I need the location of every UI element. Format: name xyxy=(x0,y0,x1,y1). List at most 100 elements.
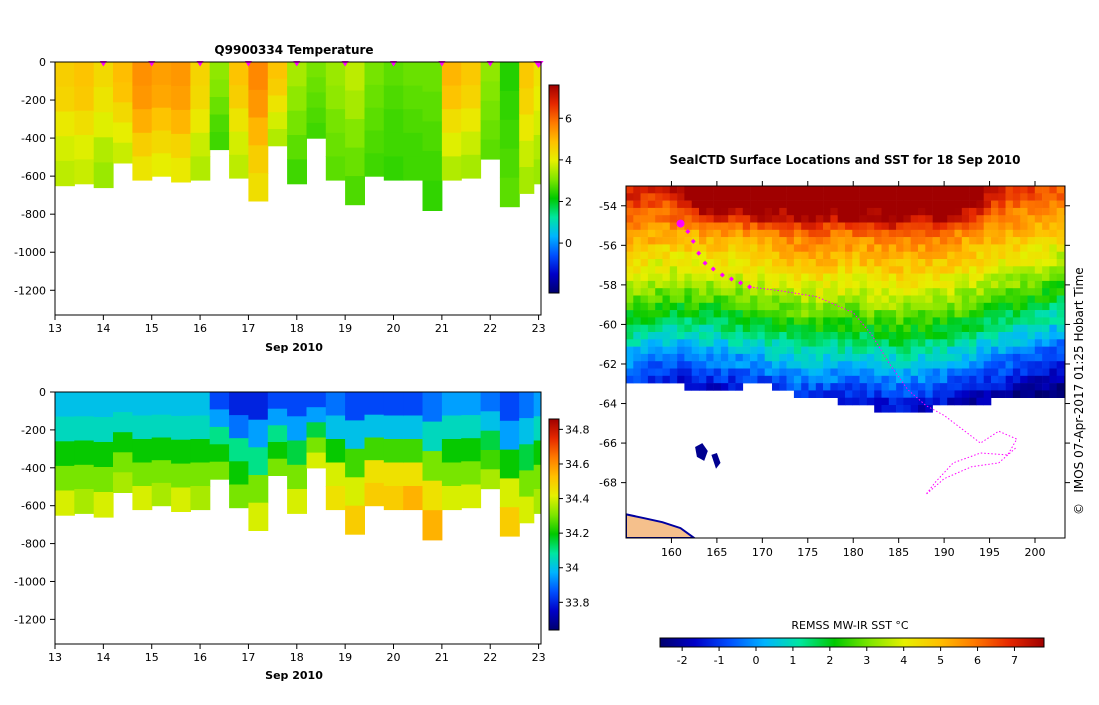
sst-cell xyxy=(823,280,831,289)
section-cell xyxy=(499,392,520,422)
sst-cell xyxy=(830,361,838,369)
sst-cell xyxy=(947,353,955,362)
sst-cell xyxy=(925,353,933,362)
sst-cell xyxy=(954,288,963,296)
sst-cell xyxy=(808,332,817,340)
sst-cell xyxy=(793,368,802,377)
sst-cell xyxy=(808,251,817,260)
sst-cell xyxy=(764,186,773,194)
colorbar-tick-label: 4 xyxy=(900,654,907,667)
sst-cell xyxy=(1005,229,1014,238)
sst-cell xyxy=(1027,193,1036,201)
section-cell xyxy=(132,486,153,511)
sst-cell xyxy=(983,317,992,325)
sst-cell xyxy=(779,259,787,267)
sst-cell xyxy=(1020,229,1028,238)
sst-cell xyxy=(998,302,1006,311)
sst-cell xyxy=(793,346,802,355)
sst-cell xyxy=(720,237,729,245)
salinity-axes: 13 14 15 16 17 18 19 20 21 22 230-200-400-600-800-… xyxy=(14,386,546,664)
sst-cell xyxy=(677,317,685,325)
sst-cell xyxy=(866,237,875,245)
section-cell xyxy=(171,487,191,512)
sst-cell xyxy=(910,302,919,311)
sst-cell xyxy=(720,368,729,377)
section-cell xyxy=(287,440,307,466)
sst-cell xyxy=(976,332,984,340)
sst-cell xyxy=(815,215,824,223)
section-cell xyxy=(132,439,153,464)
sst-cell xyxy=(976,361,984,369)
sst-cell xyxy=(684,346,692,355)
sst-cell xyxy=(866,186,875,194)
sst-cell xyxy=(874,237,882,245)
sst-cell xyxy=(647,332,656,340)
sst-cell xyxy=(1056,368,1065,377)
section-cell xyxy=(74,489,95,514)
sst-cell xyxy=(728,200,736,209)
sst-cell xyxy=(925,266,933,274)
sst-cell xyxy=(728,383,736,391)
sst-cell xyxy=(925,200,933,209)
salinity-plot-frame xyxy=(54,391,542,645)
sst-cell xyxy=(998,324,1006,333)
sst-cell xyxy=(1020,200,1028,209)
sst-cell xyxy=(735,273,744,282)
sst-cell xyxy=(815,375,824,384)
sst-cell xyxy=(772,193,780,201)
sst-cell xyxy=(772,302,780,311)
sst-cell xyxy=(1042,361,1050,369)
sst-cell xyxy=(647,317,656,325)
sst-cell xyxy=(961,368,970,377)
sst-cell xyxy=(939,390,948,398)
sst-cell xyxy=(903,229,911,238)
sst-cell xyxy=(947,229,955,238)
sst-cell xyxy=(808,375,817,384)
lat-tick-label: -68 xyxy=(599,477,617,490)
sst-cell xyxy=(1056,390,1065,398)
sst-cell xyxy=(918,375,926,384)
sst-cell xyxy=(662,266,671,274)
y-tick-label: -600 xyxy=(21,500,46,513)
sst-cell xyxy=(1042,251,1050,260)
sst-cell xyxy=(991,339,999,347)
sst-cell xyxy=(925,324,933,333)
sst-cell xyxy=(925,368,933,377)
sst-cell xyxy=(837,186,846,194)
sst-cell xyxy=(845,368,853,377)
sst-cell xyxy=(859,200,868,209)
sst-cell xyxy=(866,280,875,289)
section-cell xyxy=(383,486,404,511)
sst-cell xyxy=(801,324,809,333)
sst-cell xyxy=(1027,375,1036,384)
sst-cell xyxy=(764,288,773,296)
sst-cell xyxy=(677,207,685,216)
sst-cell xyxy=(954,310,963,318)
sst-cell xyxy=(1056,193,1065,201)
sst-cell xyxy=(720,251,729,260)
sst-cell xyxy=(801,375,809,384)
section-cell xyxy=(287,86,307,112)
sst-cell xyxy=(881,310,890,318)
sst-cell xyxy=(662,332,671,340)
section-cell xyxy=(345,62,365,92)
sst-cell xyxy=(837,317,846,325)
sst-cell xyxy=(808,302,817,311)
sst-cell xyxy=(925,186,933,194)
sst-cell xyxy=(633,244,641,252)
sst-cell xyxy=(1034,324,1043,333)
sst-cell xyxy=(983,310,992,318)
sst-cell xyxy=(684,229,692,238)
sst-cell xyxy=(983,273,992,282)
sst-cell xyxy=(706,200,714,209)
sst-cell xyxy=(1005,207,1014,216)
sst-cell xyxy=(757,273,765,282)
sst-cell xyxy=(713,259,722,267)
section-cell xyxy=(248,419,269,448)
sst-cell xyxy=(947,200,955,209)
x-tick-label: 15 xyxy=(145,322,159,335)
sst-cell xyxy=(925,302,933,311)
sst-cell xyxy=(815,222,824,231)
sst-cell xyxy=(881,266,890,274)
sst-cell xyxy=(1049,332,1057,340)
